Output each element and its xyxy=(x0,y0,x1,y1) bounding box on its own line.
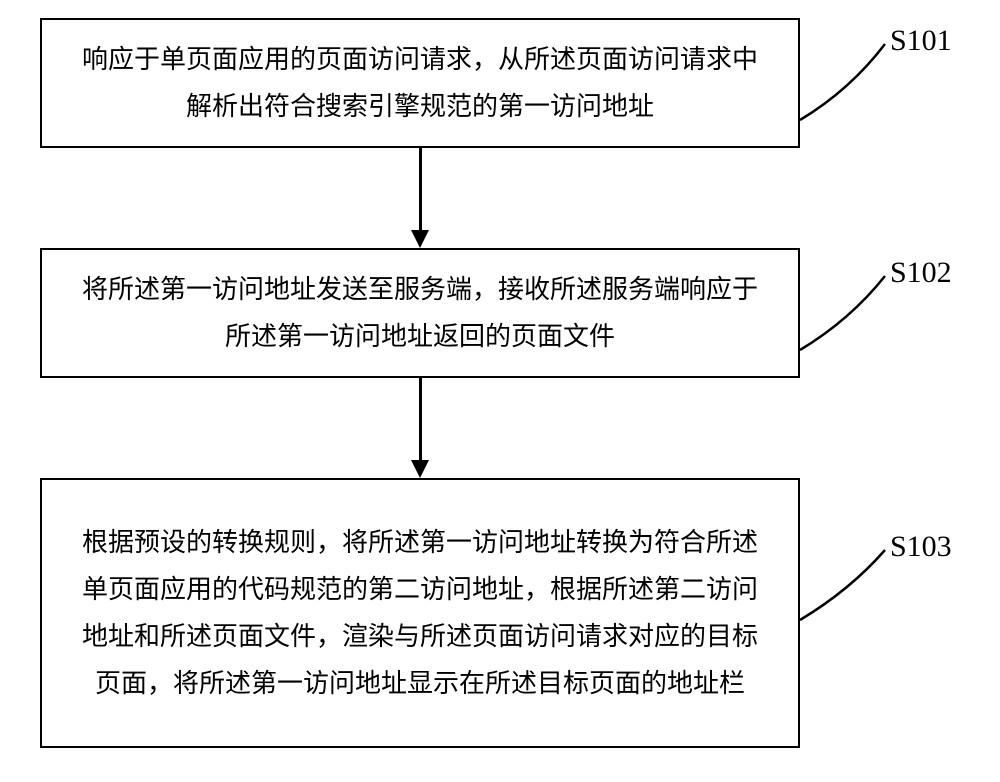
flow-node-text: 将所述第一访问地址发送至服务端，接收所述服务端响应于所述第一访问地址返回的页面文… xyxy=(72,266,768,360)
arrow-n1-n2 xyxy=(419,148,422,230)
arrow-n2-n3 xyxy=(419,378,422,460)
flow-node-text: 响应于单页面应用的页面访问请求，从所述页面访问请求中解析出符合搜索引擎规范的第一… xyxy=(72,36,768,130)
label-connector-n2 xyxy=(795,271,890,355)
label-connector-n1 xyxy=(795,39,890,125)
arrow-head-icon xyxy=(411,230,429,248)
label-connector-n3 xyxy=(795,545,890,625)
flow-node-n3: 根据预设的转换规则，将所述第一访问地址转换为符合所述单页面应用的代码规范的第二访… xyxy=(40,478,800,748)
flow-node-n1: 响应于单页面应用的页面访问请求，从所述页面访问请求中解析出符合搜索引擎规范的第一… xyxy=(40,18,800,148)
step-label-s101: S101 xyxy=(890,24,952,58)
flow-node-n2: 将所述第一访问地址发送至服务端，接收所述服务端响应于所述第一访问地址返回的页面文… xyxy=(40,248,800,378)
step-label-s103: S103 xyxy=(890,530,952,564)
step-label-s102: S102 xyxy=(890,256,952,290)
arrow-head-icon xyxy=(411,460,429,478)
flow-node-text: 根据预设的转换规则，将所述第一访问地址转换为符合所述单页面应用的代码规范的第二访… xyxy=(72,519,768,706)
